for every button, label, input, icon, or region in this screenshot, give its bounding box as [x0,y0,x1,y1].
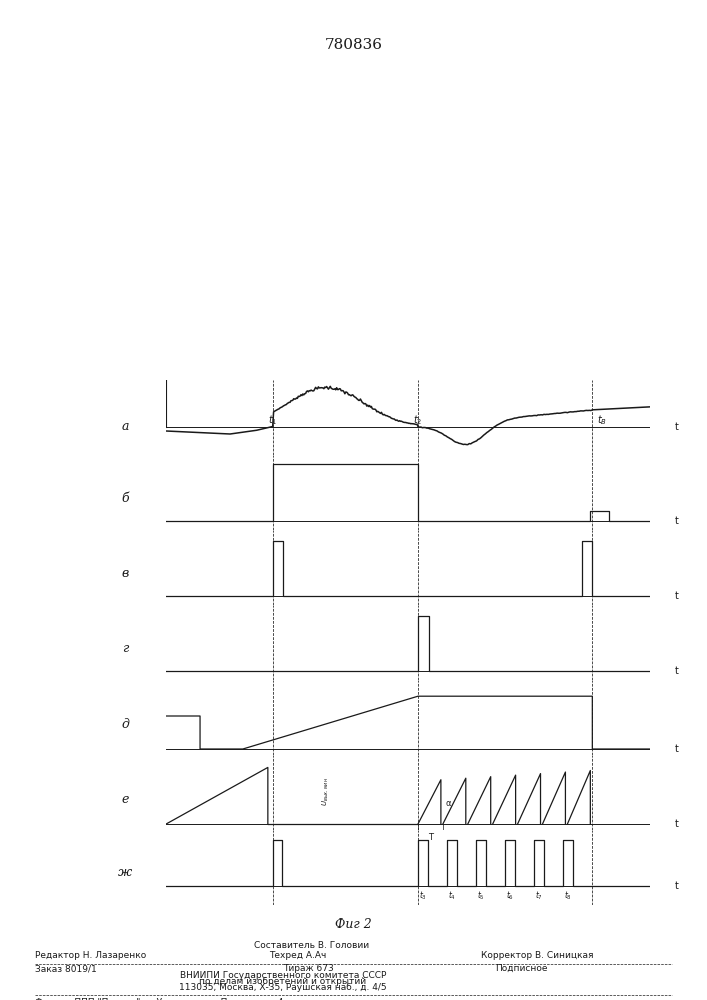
Text: Подписное: Подписное [495,964,547,973]
Text: б: б [121,492,129,505]
Text: t: t [674,744,679,754]
Text: ВНИИПИ Государственного комитета СССР: ВНИИПИ Государственного комитета СССР [180,971,386,980]
Text: $t_2$: $t_2$ [414,414,423,427]
Text: ж: ж [118,866,132,879]
Text: 113035, Москва, Х-35, Раушская наб., д. 4/5: 113035, Москва, Х-35, Раушская наб., д. … [179,983,387,992]
Text: t: t [674,422,679,432]
Text: г: г [122,642,128,655]
Text: $t_7$: $t_7$ [535,889,543,902]
Text: Заказ 8019/1: Заказ 8019/1 [35,964,97,973]
Text: $t_8$: $t_8$ [564,889,572,902]
Text: α: α [445,799,451,808]
Text: t: t [674,666,679,676]
Text: $t_B$: $t_B$ [597,414,607,427]
Text: Тираж 673: Тираж 673 [283,964,334,973]
Text: $t_6$: $t_6$ [506,889,514,902]
Text: $U_{выx.мин}$: $U_{выx.мин}$ [321,777,331,806]
Text: $t_1$: $t_1$ [268,414,277,427]
Text: t: t [674,881,679,891]
Text: $t_3$: $t_3$ [419,889,427,902]
Text: Техред А.Ач: Техред А.Ач [269,951,326,960]
Text: $t_4$: $t_4$ [448,889,456,902]
Text: в: в [122,567,129,580]
Text: по делам изобретений и открытий: по делам изобретений и открытий [199,977,366,986]
Text: T: T [428,833,433,842]
Text: t: t [674,819,679,829]
Text: д: д [121,718,129,732]
Text: Фиг 2: Фиг 2 [335,918,372,932]
Text: а: а [121,420,129,433]
Text: t: t [674,591,679,601]
Text: $t_5$: $t_5$ [477,889,485,902]
Text: t: t [674,516,679,526]
Text: 780836: 780836 [325,38,382,52]
Text: Филиал ППП "Патент", г. Ужгород, ул. Проектная, 4: Филиал ППП "Патент", г. Ужгород, ул. Про… [35,998,284,1000]
Text: е: е [122,793,129,806]
Text: Редактор Н. Лазаренко: Редактор Н. Лазаренко [35,951,146,960]
Text: Корректор В. Синицкая: Корректор В. Синицкая [481,951,593,960]
Text: Составитель В. Головии: Составитель В. Головии [254,941,368,950]
